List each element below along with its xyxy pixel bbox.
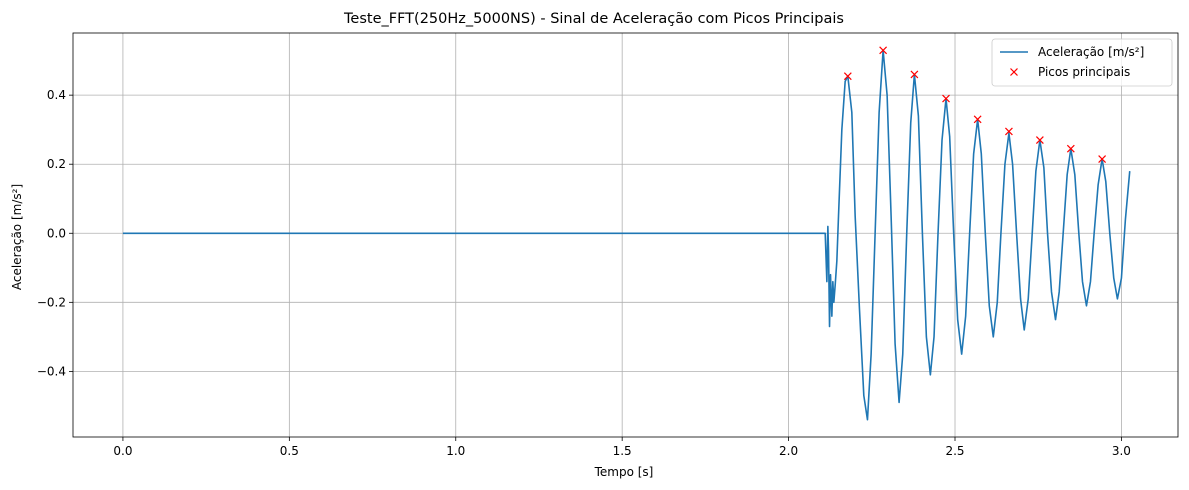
grid bbox=[73, 33, 1178, 437]
legend-marker-swatch bbox=[1010, 68, 1018, 76]
plot-area bbox=[122, 46, 1131, 421]
y-tick-label: 0.4 bbox=[47, 88, 66, 102]
x-tick-label: 2.0 bbox=[779, 444, 798, 458]
legend-label-peaks: Picos principais bbox=[1038, 65, 1130, 79]
x-tick-label: 0.5 bbox=[280, 444, 299, 458]
y-tick-label: −0.2 bbox=[37, 295, 66, 309]
peak-marker bbox=[1004, 127, 1013, 136]
x-tick-label: 1.0 bbox=[446, 444, 465, 458]
peak-marker bbox=[1066, 144, 1075, 153]
y-axis-ticks: −0.4 −0.2 0.0 0.2 0.4 bbox=[37, 88, 73, 378]
peak-marker bbox=[1098, 155, 1107, 163]
x-axis-label: Tempo [s] bbox=[594, 465, 654, 479]
y-tick-label: −0.4 bbox=[37, 364, 66, 378]
peak-marker bbox=[879, 46, 888, 55]
y-axis-label: Aceleração [m/s²] bbox=[10, 184, 24, 290]
x-tick-label: 1.5 bbox=[613, 444, 632, 458]
acceleration-line bbox=[122, 49, 1131, 421]
legend: Aceleração [m/s²] Picos principais bbox=[991, 38, 1173, 87]
peak-marker bbox=[1035, 136, 1044, 144]
x-tick-label: 3.0 bbox=[1112, 444, 1131, 458]
legend-label-acceleration: Aceleração [m/s²] bbox=[1038, 45, 1144, 59]
legend-box bbox=[991, 38, 1173, 87]
peak-marker bbox=[843, 72, 852, 81]
x-axis-ticks: 0.0 0.5 1.0 1.5 2.0 2.5 3.0 bbox=[113, 437, 1131, 458]
x-tick-label: 0.0 bbox=[113, 444, 132, 458]
peak-marker bbox=[942, 94, 950, 103]
y-tick-label: 0.0 bbox=[47, 226, 66, 240]
x-tick-label: 2.5 bbox=[945, 444, 964, 458]
peak-marker bbox=[910, 70, 919, 79]
peak-marker bbox=[973, 115, 982, 124]
plot-frame bbox=[72, 32, 1179, 438]
y-tick-label: 0.2 bbox=[47, 157, 66, 171]
chart-title: Teste_FFT(250Hz_5000NS) - Sinal de Acele… bbox=[343, 11, 844, 27]
